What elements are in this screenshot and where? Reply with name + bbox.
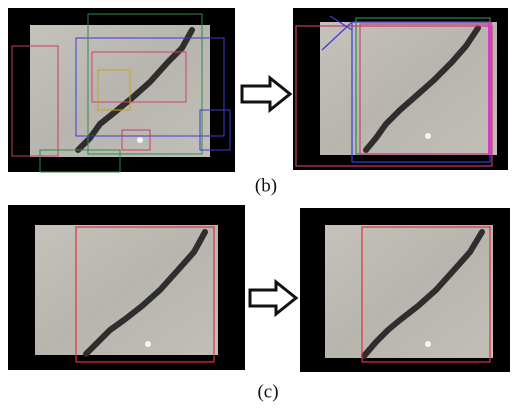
image-c-before [8, 205, 245, 370]
image-c-after [300, 208, 510, 372]
figure: (b) (c) [0, 0, 518, 410]
caption: (b) [255, 175, 277, 196]
page: (b) (c) (() => { const data = JSON.parse… [0, 0, 518, 410]
image-b-after [293, 8, 508, 170]
arrow [242, 78, 290, 110]
image-b-before [8, 8, 235, 172]
arrow [250, 282, 296, 314]
caption: (c) [257, 381, 278, 402]
